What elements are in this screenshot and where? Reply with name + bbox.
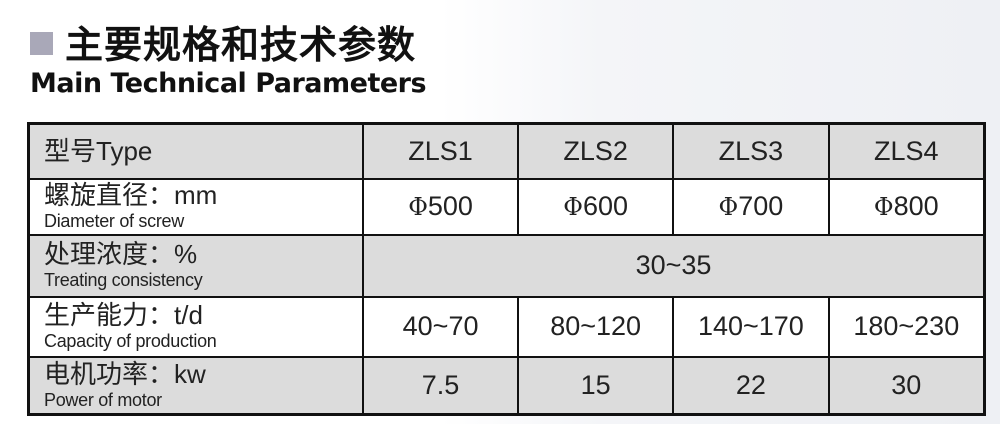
diameter-label: 螺旋直径：mm Diameter of screw: [27, 177, 365, 236]
capacity-label: 生产能力：t/d Capacity of production: [27, 295, 365, 358]
value-cell: 22: [672, 355, 830, 416]
phi-symbol: Φ: [873, 193, 894, 221]
label-unit: t/d: [174, 300, 203, 331]
power-label: 电机功率：kw Power of motor: [27, 355, 365, 416]
type-row: 型号Type ZLS1 ZLS2 ZLS3 ZLS4: [27, 122, 986, 180]
value: 600: [582, 191, 628, 221]
label-cn: 生产能力：: [44, 301, 175, 332]
diameter-row: 螺旋直径：mm Diameter of screw Φ500 Φ600 Φ700 …: [27, 177, 986, 236]
value-cell: 40~70: [362, 295, 520, 358]
label-unit: mm: [174, 180, 218, 211]
value-cell: 7.5: [362, 355, 520, 416]
phi-symbol: Φ: [563, 193, 583, 221]
model-cell: ZLS2: [517, 122, 675, 180]
power-row: 电机功率：kw Power of motor 7.5 15 22 30: [27, 355, 986, 416]
value-cell: Φ600: [517, 177, 675, 236]
model-cell: ZLS3: [672, 122, 830, 180]
label-cn: 处理浓度：: [44, 240, 175, 271]
title-chinese: 主要规格和技术参数: [65, 23, 417, 67]
label-line: 处理浓度：%: [44, 241, 362, 268]
value-cell: 80~120: [517, 295, 675, 358]
value-cell: 30: [827, 355, 986, 416]
phi-symbol: Φ: [408, 193, 428, 221]
value-cell: Φ800: [827, 177, 986, 236]
value: 800: [893, 191, 939, 221]
label-cn: 电机功率：: [44, 359, 175, 390]
label-en: Diameter of screw: [44, 211, 184, 232]
consistency-row: 处理浓度：% Treating consistency 30~35: [27, 233, 986, 298]
label-unit: kw: [174, 358, 206, 389]
value-cell: 15: [517, 355, 675, 416]
value-cell: Φ500: [362, 177, 520, 236]
label-line: 电机功率：kw: [44, 361, 362, 388]
label-unit: %: [174, 239, 198, 270]
type-label: 型号Type: [27, 122, 365, 180]
value: 700: [738, 191, 784, 221]
model-cell: ZLS1: [362, 122, 520, 180]
merged-value-cell: 30~35: [362, 233, 986, 298]
label-en: Capacity of production: [44, 331, 217, 352]
section-title: 主要规格和技术参数: [30, 14, 416, 69]
label-cn: 螺旋直径：: [44, 181, 175, 212]
value-cell: 140~170: [672, 295, 830, 358]
value-cell: Φ700: [672, 177, 830, 236]
value: 500: [427, 191, 473, 221]
phi-symbol: Φ: [718, 193, 739, 221]
label-line: 生产能力：t/d: [44, 302, 362, 329]
label-cn: 型号: [44, 136, 97, 167]
title-english: Main Technical Parameters: [30, 68, 427, 99]
value-cell: 180~230: [827, 295, 986, 358]
label-en: Treating consistency: [44, 270, 203, 291]
bullet-square-icon: [30, 32, 53, 55]
label-line: 螺旋直径：mm: [44, 182, 362, 209]
model-cell: ZLS4: [827, 122, 986, 180]
label-en: Power of motor: [44, 389, 162, 410]
capacity-row: 生产能力：t/d Capacity of production 40~70 80~…: [27, 295, 986, 358]
consistency-label: 处理浓度：% Treating consistency: [27, 233, 365, 298]
label-line: 型号Type: [44, 138, 362, 165]
parameters-table: 型号Type ZLS1 ZLS2 ZLS3 ZLS4 螺旋直径：mm Diamet…: [27, 122, 986, 416]
label-en: Type: [96, 135, 153, 166]
